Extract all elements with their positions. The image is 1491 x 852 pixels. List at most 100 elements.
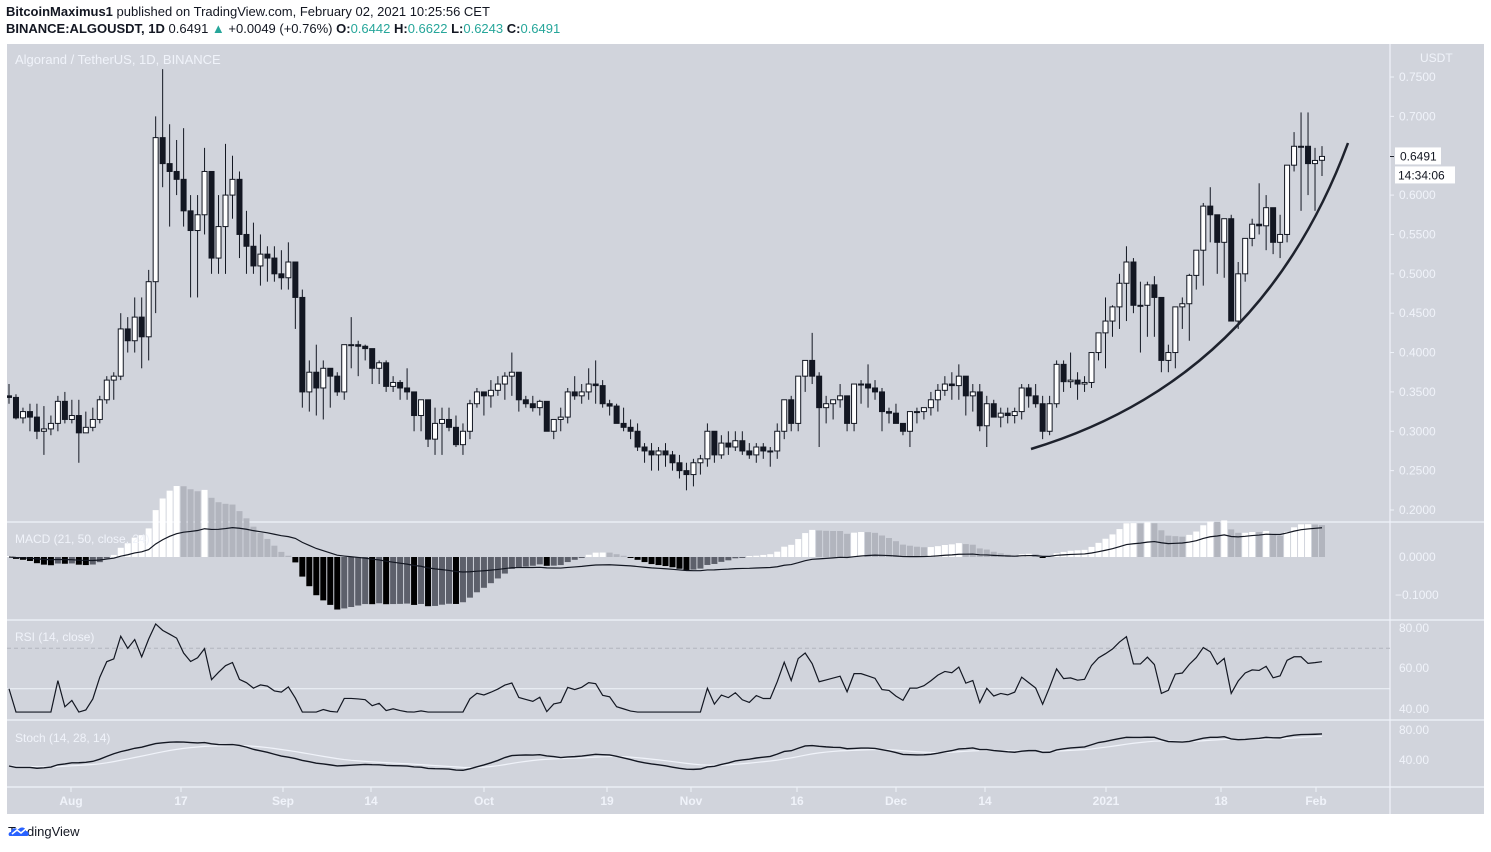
candle[interactable] xyxy=(851,383,858,432)
candle[interactable] xyxy=(802,359,809,392)
candle[interactable] xyxy=(690,458,697,487)
candle[interactable] xyxy=(131,297,138,353)
candle[interactable] xyxy=(746,443,753,459)
candle[interactable] xyxy=(865,364,872,408)
candle[interactable] xyxy=(110,372,117,400)
candle[interactable] xyxy=(641,443,648,463)
candle[interactable] xyxy=(376,360,383,385)
candle[interactable] xyxy=(781,399,788,440)
candle[interactable] xyxy=(711,430,718,463)
candle[interactable] xyxy=(40,406,47,455)
candle[interactable] xyxy=(1221,218,1228,278)
author-name[interactable]: BitcoinMaximus1 xyxy=(6,4,113,19)
candle[interactable] xyxy=(767,447,774,467)
candle[interactable] xyxy=(1004,407,1011,424)
candle[interactable] xyxy=(1123,246,1130,322)
candle[interactable] xyxy=(976,384,983,432)
candle[interactable] xyxy=(173,139,180,196)
candle[interactable] xyxy=(1270,207,1277,255)
candle[interactable] xyxy=(739,431,746,455)
candle[interactable] xyxy=(508,352,515,396)
candle[interactable] xyxy=(1151,276,1158,337)
candle[interactable] xyxy=(411,391,418,432)
candle[interactable] xyxy=(1263,195,1270,251)
candle[interactable] xyxy=(327,367,334,408)
candle[interactable] xyxy=(299,289,306,408)
candle[interactable] xyxy=(383,360,390,392)
chart-area[interactable]: Algorand / TetherUS, 1D, BINANCE USDT 0.75… xyxy=(7,44,1484,814)
candle[interactable] xyxy=(872,380,879,400)
candle[interactable] xyxy=(1130,258,1137,314)
candle[interactable] xyxy=(1277,214,1284,259)
candle[interactable] xyxy=(634,423,641,451)
candle[interactable] xyxy=(187,195,194,298)
candle[interactable] xyxy=(33,403,40,440)
candle[interactable] xyxy=(215,195,222,274)
candle[interactable] xyxy=(1102,297,1109,369)
candle[interactable] xyxy=(494,376,501,396)
candle[interactable] xyxy=(89,407,96,432)
candle[interactable] xyxy=(278,250,285,290)
candle[interactable] xyxy=(473,387,480,408)
candle[interactable] xyxy=(1284,164,1291,243)
candle[interactable] xyxy=(550,418,557,440)
candle[interactable] xyxy=(816,372,823,448)
candle[interactable] xyxy=(1074,372,1081,400)
candle[interactable] xyxy=(432,407,439,455)
candle[interactable] xyxy=(962,375,969,416)
candle[interactable] xyxy=(145,269,152,361)
candle[interactable] xyxy=(320,360,327,420)
candle[interactable] xyxy=(620,407,627,432)
candle[interactable] xyxy=(1081,376,1088,392)
candle[interactable] xyxy=(529,395,536,412)
candle[interactable] xyxy=(760,443,767,459)
candle[interactable] xyxy=(969,384,976,412)
candle[interactable] xyxy=(627,419,634,440)
candle[interactable] xyxy=(229,155,236,219)
candle[interactable] xyxy=(941,376,948,396)
candle[interactable] xyxy=(536,399,543,416)
candle[interactable] xyxy=(879,387,886,432)
candle[interactable] xyxy=(571,376,578,400)
candle[interactable] xyxy=(138,297,145,369)
candle[interactable] xyxy=(222,143,229,274)
candle[interactable] xyxy=(362,344,369,361)
candle[interactable] xyxy=(1291,132,1298,172)
candle[interactable] xyxy=(348,317,355,369)
candle[interactable] xyxy=(655,447,662,471)
candle[interactable] xyxy=(955,364,962,400)
candle[interactable] xyxy=(1053,360,1060,408)
candle[interactable] xyxy=(1319,146,1325,176)
candle[interactable] xyxy=(774,423,781,459)
candle[interactable] xyxy=(257,234,264,286)
candle[interactable] xyxy=(564,387,571,424)
candle[interactable] xyxy=(1011,407,1018,424)
candle[interactable] xyxy=(823,395,830,424)
candle[interactable] xyxy=(166,124,173,227)
candle[interactable] xyxy=(7,384,12,404)
candle[interactable] xyxy=(1144,281,1151,337)
candle[interactable] xyxy=(82,411,89,434)
candle[interactable] xyxy=(906,411,913,448)
candle[interactable] xyxy=(1109,305,1116,337)
tradingview-branding[interactable]: TradingView xyxy=(8,824,80,839)
candle[interactable] xyxy=(885,407,892,424)
candle[interactable] xyxy=(732,431,739,451)
parabolic-trendline[interactable] xyxy=(1030,142,1350,451)
candle[interactable] xyxy=(1200,202,1207,286)
candle[interactable] xyxy=(1095,332,1102,361)
candle[interactable] xyxy=(1256,183,1263,235)
candle[interactable] xyxy=(697,454,704,475)
candle[interactable] xyxy=(1186,273,1193,341)
candle[interactable] xyxy=(418,399,425,432)
candle[interactable] xyxy=(809,332,816,385)
candle[interactable] xyxy=(515,371,522,412)
candle[interactable] xyxy=(250,222,257,274)
candle[interactable] xyxy=(26,403,33,432)
candle[interactable] xyxy=(983,395,990,448)
candle[interactable] xyxy=(725,431,732,455)
candle[interactable] xyxy=(208,170,215,274)
candle[interactable] xyxy=(369,348,376,385)
candle[interactable] xyxy=(557,407,564,432)
candle[interactable] xyxy=(117,313,124,381)
